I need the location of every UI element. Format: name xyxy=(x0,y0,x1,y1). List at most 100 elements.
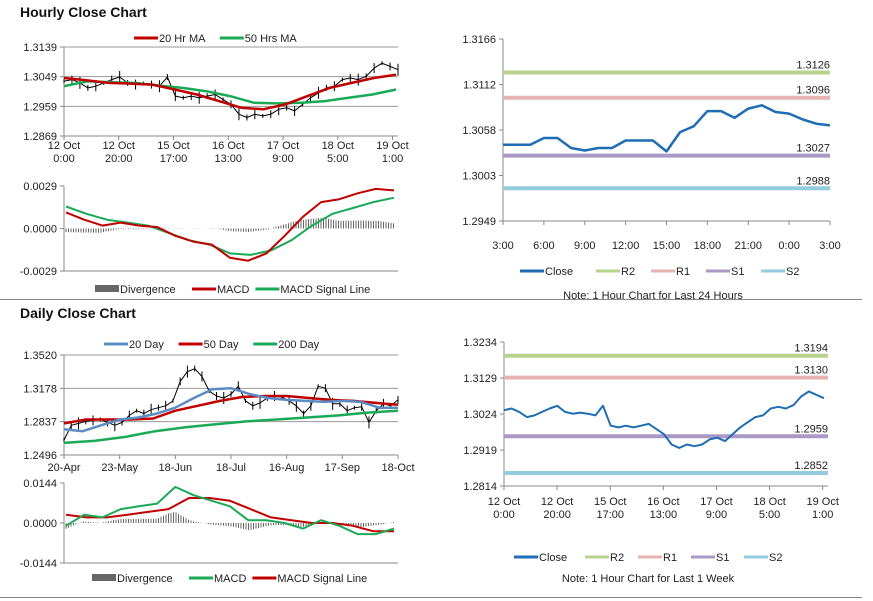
x-tick-label: 9:00 xyxy=(574,240,595,252)
chart-note: Note: 1 Hour Chart for Last 1 Week xyxy=(562,573,735,585)
x-tick-label: 18-Jun xyxy=(159,462,193,474)
x-tick-label: 1:00 xyxy=(812,509,833,521)
legend-label: R1 xyxy=(663,552,677,564)
macd-line xyxy=(65,187,395,262)
bottom-divider xyxy=(0,597,862,598)
x-tick-label: 18-Jul xyxy=(216,462,246,474)
legend-label: R2 xyxy=(621,266,635,278)
y-tick-label: 0.0000 xyxy=(23,224,57,236)
x-tick-label: 17-Sep xyxy=(325,462,360,474)
x-tick-label: 12 Oct xyxy=(541,496,573,508)
hourly-chart-title: Hourly Close Chart xyxy=(20,4,147,20)
legend-label: R2 xyxy=(610,552,624,564)
price-line xyxy=(63,368,399,441)
x-tick-label: 20:00 xyxy=(543,509,571,521)
x-tick-label: 6:00 xyxy=(533,240,554,252)
legend-label: 20 Day xyxy=(129,339,164,351)
y-tick-label: 1.2959 xyxy=(23,101,57,113)
x-tick-label: 3:00 xyxy=(819,240,840,252)
legend-label: 200 Day xyxy=(278,339,319,351)
x-tick-label: 9:00 xyxy=(706,509,727,521)
x-tick-label: 17 Oct xyxy=(700,496,732,508)
legend-label: Divergence xyxy=(117,573,173,585)
legend-label: MACD xyxy=(214,573,246,585)
x-tick-label: 18-Oct xyxy=(381,462,414,474)
x-tick-label: 23-May xyxy=(101,462,138,474)
close-line xyxy=(503,390,825,449)
y-tick-label: 1.2837 xyxy=(23,417,57,429)
y-tick-label: 1.3178 xyxy=(23,383,57,395)
ma200-line xyxy=(63,409,399,445)
x-tick-label: 12 Oct xyxy=(103,140,135,152)
legend-label: S2 xyxy=(769,552,782,564)
legend-label: S1 xyxy=(731,266,744,278)
level-s1-label: 1.2959 xyxy=(794,423,828,435)
legend-label: R1 xyxy=(676,266,690,278)
legend-label: Close xyxy=(539,552,567,564)
y-tick-label: 0.0029 xyxy=(23,181,57,193)
x-tick-label: 16 Oct xyxy=(647,496,679,508)
legend-label: 20 Hr MA xyxy=(159,33,206,45)
ma20-line xyxy=(63,73,397,111)
x-tick-label: 18:00 xyxy=(694,240,722,252)
y-tick-label: 1.3139 xyxy=(23,42,57,54)
level-s2-label: 1.2852 xyxy=(794,460,828,472)
legend-swatch xyxy=(92,574,116,581)
x-tick-label: 0:00 xyxy=(53,153,74,165)
x-tick-label: 20:00 xyxy=(105,153,133,165)
y-tick-label: -0.0144 xyxy=(20,558,57,570)
y-tick-label: 1.3024 xyxy=(463,409,497,421)
x-tick-label: 18 Oct xyxy=(322,140,354,152)
legend-label: 50 Day xyxy=(204,339,239,351)
x-tick-label: 19 Oct xyxy=(806,496,838,508)
y-tick-label: 1.3234 xyxy=(463,337,497,349)
y-tick-label: 0.0144 xyxy=(23,478,57,490)
x-tick-label: 5:00 xyxy=(759,509,780,521)
y-tick-label: 1.2949 xyxy=(462,216,496,228)
x-tick-label: 15:00 xyxy=(653,240,681,252)
level-r2-label: 1.3126 xyxy=(796,60,830,72)
y-tick-label: 1.3112 xyxy=(463,80,496,92)
y-tick-label: 0.0000 xyxy=(23,518,57,530)
legend-label: S1 xyxy=(716,552,729,564)
x-tick-label: 12 Oct xyxy=(48,140,80,152)
legend-label: MACD Signal Line xyxy=(277,573,367,585)
x-tick-label: 15 Oct xyxy=(594,496,626,508)
level-r2-label: 1.3194 xyxy=(794,343,828,355)
section-divider xyxy=(0,299,862,300)
y-tick-label: -0.0029 xyxy=(20,266,57,278)
y-tick-label: 1.3520 xyxy=(23,350,57,362)
x-tick-label: 17:00 xyxy=(160,153,188,165)
x-tick-label: 17 Oct xyxy=(267,140,299,152)
x-tick-label: 12 Oct xyxy=(488,496,520,508)
ma20-line xyxy=(63,386,398,433)
price-line xyxy=(63,62,399,118)
legend-label: Close xyxy=(545,266,573,278)
signal-line xyxy=(65,497,394,533)
level-r1-label: 1.3096 xyxy=(796,85,830,97)
x-tick-label: 18 Oct xyxy=(753,496,785,508)
level-r1-label: 1.3130 xyxy=(794,365,828,377)
x-tick-label: 13:00 xyxy=(650,509,678,521)
x-tick-label: 16 Oct xyxy=(212,140,244,152)
x-tick-label: 12:00 xyxy=(612,240,640,252)
legend-swatch xyxy=(95,285,119,292)
x-tick-label: 20-Apr xyxy=(47,462,80,474)
y-tick-label: 1.3003 xyxy=(462,171,496,183)
x-tick-label: 0:00 xyxy=(493,509,514,521)
x-tick-label: 19 Oct xyxy=(376,140,408,152)
x-tick-label: 0:00 xyxy=(778,240,799,252)
signal-line xyxy=(65,196,395,256)
x-tick-label: 5:00 xyxy=(327,153,348,165)
y-tick-label: 1.3058 xyxy=(462,125,496,137)
legend-label: MACD xyxy=(217,284,249,296)
x-tick-label: 9:00 xyxy=(272,153,293,165)
y-tick-label: 1.3166 xyxy=(462,34,496,46)
x-tick-label: 21:00 xyxy=(734,240,762,252)
chart-note: Note: 1 Hour Chart for Last 24 Hours xyxy=(563,290,743,302)
level-s2-label: 1.2988 xyxy=(796,175,830,187)
y-tick-label: 1.2919 xyxy=(463,445,497,457)
y-tick-label: 1.2869 xyxy=(23,131,57,143)
x-tick-label: 15 Oct xyxy=(157,140,189,152)
